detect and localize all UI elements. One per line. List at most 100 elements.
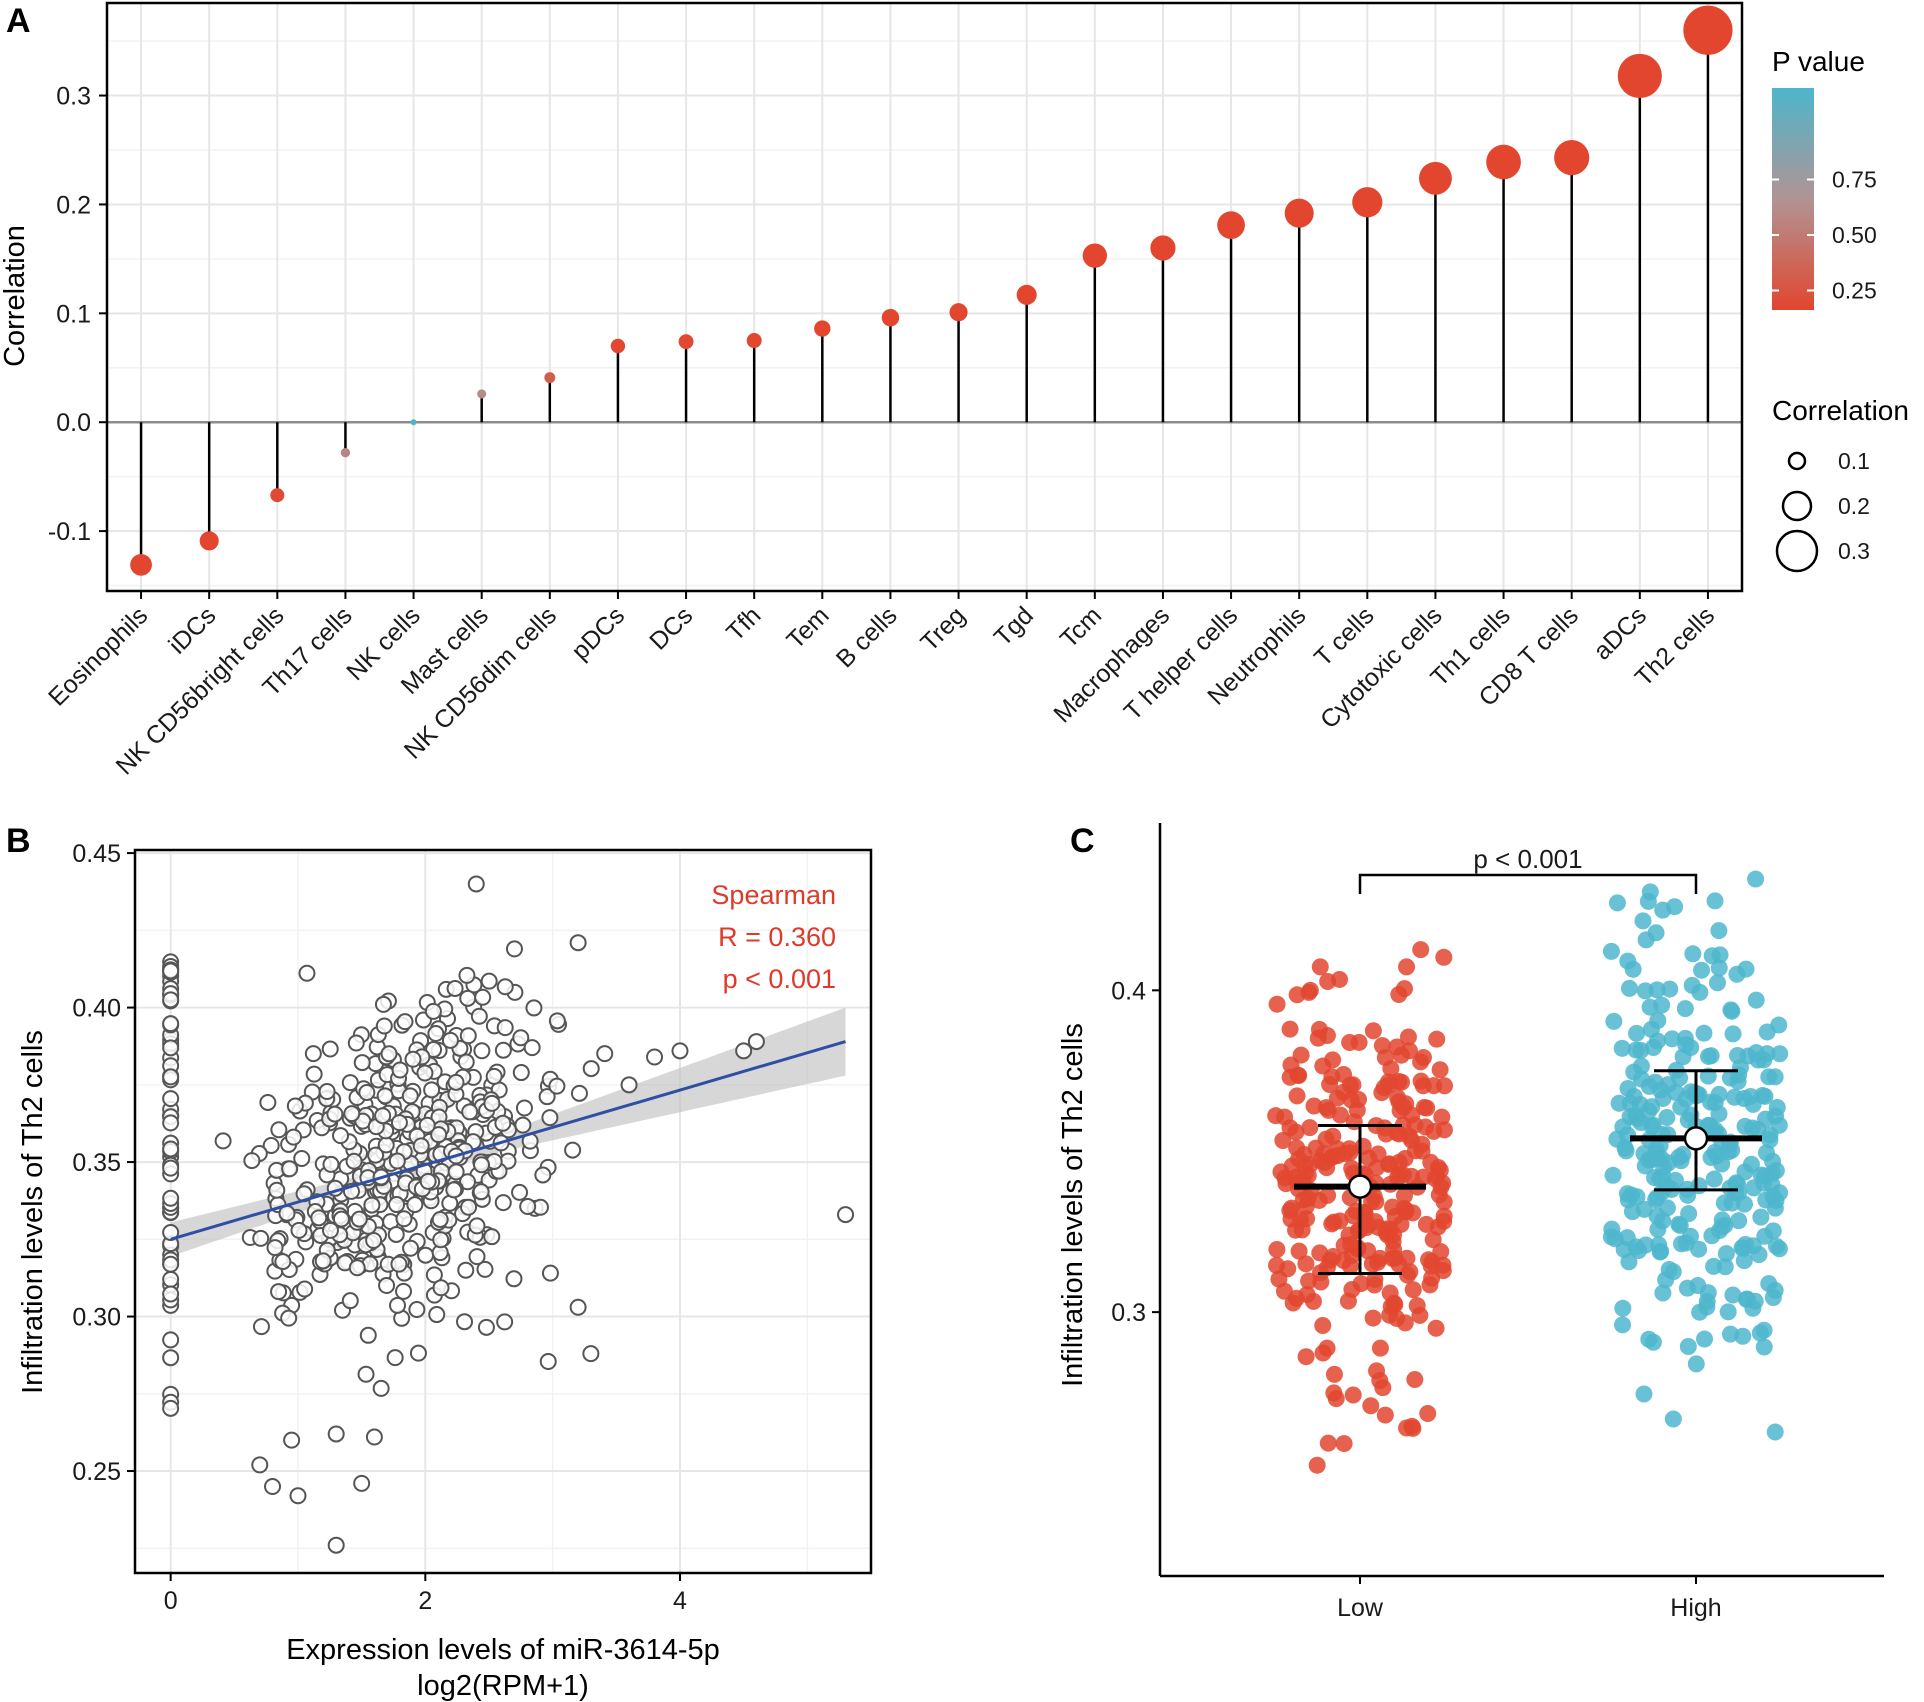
panel-b-label: B xyxy=(6,822,31,860)
jitter-point-high xyxy=(1758,1023,1776,1041)
panel-a-stems xyxy=(139,30,1710,565)
scatter-point xyxy=(281,1160,299,1178)
jitter-point-low xyxy=(1281,1020,1299,1038)
scatter-point xyxy=(511,1183,529,1201)
jitter-point-high xyxy=(1614,1299,1632,1317)
b-x-tick-label: 2 xyxy=(418,1587,432,1615)
scatter-point xyxy=(496,1019,514,1037)
scatter-point xyxy=(162,1114,180,1132)
scatter-point xyxy=(519,1197,537,1215)
scatter-point xyxy=(494,1194,512,1212)
a-x-tick-label: Tem xyxy=(781,601,834,654)
jitter-point-low xyxy=(1287,1123,1305,1141)
panel-c-y-title: Infiltration levels of Th2 cells xyxy=(1057,1023,1089,1387)
panel-b-y-axis: 0.25 0.30 0.35 0.40 0.45 xyxy=(72,840,135,1486)
scatter-point xyxy=(162,1331,180,1349)
jitter-point-low xyxy=(1290,1242,1308,1260)
scatter-point xyxy=(375,1017,393,1035)
lollipop-dot xyxy=(410,419,417,426)
lollipop-dot xyxy=(1082,243,1107,268)
scatter-point xyxy=(357,1365,375,1383)
scatter-point xyxy=(476,1260,494,1278)
jitter-point-low xyxy=(1435,1121,1453,1139)
jitter-point-low xyxy=(1283,1157,1301,1175)
jitter-point-high xyxy=(1604,1166,1622,1184)
a-x-tick-label: iDCs xyxy=(163,601,221,659)
scatter-point xyxy=(390,1114,408,1132)
jitter-point-low xyxy=(1297,1348,1315,1366)
panel-a-label: A xyxy=(6,2,31,40)
jitter-point-high xyxy=(1667,1084,1685,1102)
jitter-point-low xyxy=(1329,1140,1347,1158)
scatter-point xyxy=(467,875,485,893)
jitter-point-high xyxy=(1725,1088,1743,1106)
jitter-point-high xyxy=(1713,1211,1731,1229)
scatter-point xyxy=(470,1007,488,1025)
scatter-point xyxy=(447,1163,465,1181)
c-y-tick-label: 0.3 xyxy=(1111,1299,1146,1327)
scatter-point xyxy=(289,1487,307,1505)
size-legend-label: 0.1 xyxy=(1838,448,1870,474)
b-y-tick-label: 0.30 xyxy=(72,1304,121,1332)
scatter-point xyxy=(162,962,180,980)
jitter-point-low xyxy=(1419,1404,1437,1422)
scatter-point xyxy=(365,1231,383,1249)
scatter-point xyxy=(460,1198,478,1216)
scatter-point xyxy=(646,1048,664,1066)
jitter-point-low xyxy=(1299,1166,1317,1184)
c-x-tick-label: Low xyxy=(1337,1594,1384,1622)
scatter-point xyxy=(372,1379,390,1397)
jitter-point-high xyxy=(1691,983,1709,1001)
scatter-point xyxy=(162,1399,180,1417)
panel-b-y-title: Infiltration levels of Th2 cells xyxy=(17,1030,49,1394)
scatter-point xyxy=(327,1425,345,1443)
jitter-point-high xyxy=(1684,945,1702,963)
jitter-point-low xyxy=(1373,1084,1391,1102)
panel-b-fit-line xyxy=(170,1040,846,1241)
jitter-point-high xyxy=(1642,1020,1660,1038)
scatter-point xyxy=(408,1301,426,1319)
jitter-point-low xyxy=(1314,1344,1332,1362)
jitter-point-high xyxy=(1619,1079,1637,1097)
scatter-point xyxy=(401,1087,419,1105)
scatter-point xyxy=(582,1060,600,1078)
scatter-point xyxy=(402,1239,420,1257)
jitter-point-high xyxy=(1721,1325,1739,1343)
a-x-tick-label: Tgd xyxy=(989,601,1039,651)
jitter-point-high xyxy=(1756,1087,1774,1105)
scatter-point xyxy=(259,1093,277,1111)
scatter-point xyxy=(162,1159,180,1177)
jitter-point-high xyxy=(1644,1116,1662,1134)
jitter-point-high xyxy=(1734,1239,1752,1257)
scatter-point xyxy=(523,1039,541,1057)
p-value-colorbar xyxy=(1772,88,1814,310)
jitter-point-low xyxy=(1431,1061,1449,1079)
jitter-point-high xyxy=(1755,1338,1773,1356)
scatter-point xyxy=(214,1132,232,1150)
jitter-point-low xyxy=(1300,1272,1318,1290)
jitter-point-high xyxy=(1706,892,1724,910)
lollipop-dot xyxy=(1284,198,1314,228)
jitter-point-high xyxy=(1710,1105,1728,1123)
scatter-point xyxy=(293,1150,311,1168)
jitter-point-low xyxy=(1382,1060,1400,1078)
jitter-point-low xyxy=(1421,1276,1439,1294)
jitter-point-high xyxy=(1767,1237,1785,1255)
jitter-point-low xyxy=(1414,1077,1432,1095)
scatter-point xyxy=(395,1210,413,1228)
jitter-point-low xyxy=(1268,995,1286,1013)
b-x-tick-label: 0 xyxy=(164,1587,178,1615)
scatter-point xyxy=(427,1025,445,1043)
jitter-point-high xyxy=(1605,1012,1623,1030)
jitter-point-low xyxy=(1319,972,1337,990)
jitter-point-low xyxy=(1335,1435,1353,1453)
scatter-point xyxy=(374,1107,392,1125)
scatter-point xyxy=(494,1041,512,1059)
jitter-point-high xyxy=(1654,1284,1672,1302)
jitter-point-high xyxy=(1634,912,1652,930)
scatter-point xyxy=(347,1034,365,1052)
jitter-point-low xyxy=(1376,1406,1394,1424)
jitter-point-low xyxy=(1362,1397,1380,1415)
jitter-point-low xyxy=(1366,1271,1384,1289)
